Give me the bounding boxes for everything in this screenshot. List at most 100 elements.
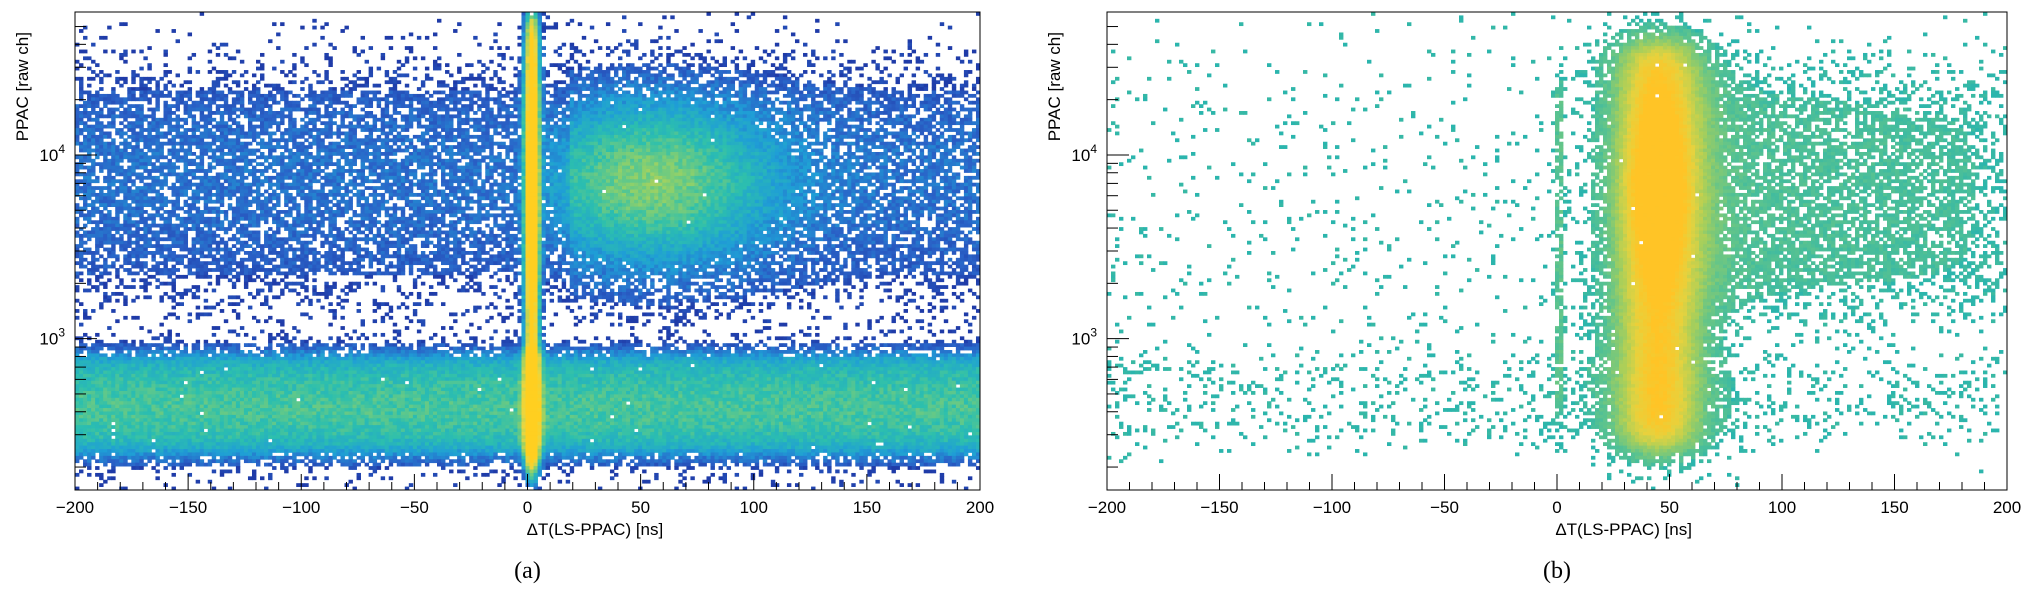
heatmap-cell (533, 18, 538, 23)
heatmap-cell (819, 90, 824, 95)
heatmap-cell (915, 59, 921, 64)
heatmap-cell (871, 87, 876, 91)
heatmap-cell (943, 100, 949, 105)
heatmap-cell (264, 158, 269, 163)
heatmap-cell (91, 59, 96, 64)
heatmap-cell (758, 121, 764, 126)
heatmap-cell (622, 100, 627, 105)
heatmap-cell (690, 134, 695, 139)
heatmap-cell (927, 117, 933, 122)
heatmap-cell (770, 49, 776, 54)
heatmap-cell (99, 93, 104, 98)
heatmap-cell (247, 111, 253, 115)
heatmap-cell (119, 56, 124, 61)
heatmap-cell (424, 131, 430, 136)
heatmap-cell (465, 138, 470, 143)
heatmap-cell (835, 134, 840, 139)
heatmap-cell (662, 134, 667, 139)
heatmap-cell (790, 162, 796, 167)
heatmap-cell (320, 155, 325, 160)
heatmap-cell (746, 131, 752, 136)
heatmap-cell (585, 93, 591, 98)
heatmap-cell (187, 97, 193, 102)
heatmap-cell (505, 90, 510, 95)
heatmap-cell (706, 117, 711, 122)
heatmap-cell (690, 128, 695, 132)
heatmap-cell (927, 35, 933, 40)
heatmap-cell (288, 138, 293, 143)
heatmap-cell (618, 158, 623, 163)
heatmap-cell (577, 100, 583, 105)
heatmap-cell (666, 35, 671, 40)
heatmap-cell (867, 87, 872, 91)
heatmap-cell (915, 134, 921, 139)
heatmap-cell (597, 121, 603, 126)
heatmap-cell (223, 100, 229, 105)
heatmap-cell (585, 111, 591, 115)
heatmap-cell (95, 145, 100, 149)
heatmap-cell (428, 128, 434, 132)
heatmap-cell (179, 90, 184, 95)
heatmap-cell (963, 90, 969, 95)
heatmap-cell (280, 117, 285, 122)
heatmap-cell (348, 93, 353, 98)
heatmap-cell (935, 107, 941, 112)
heatmap-cell (95, 121, 100, 126)
heatmap-cell (529, 121, 534, 126)
heatmap-cell (332, 148, 337, 153)
heatmap-cell (569, 124, 575, 129)
heatmap-cell (420, 151, 426, 156)
heatmap-cell (247, 117, 253, 122)
heatmap-cell (714, 138, 719, 143)
heatmap-cell (831, 73, 836, 78)
heatmap-cell (348, 128, 353, 132)
heatmap-cell (223, 131, 229, 136)
heatmap-cell (352, 117, 357, 122)
heatmap-cell (247, 151, 253, 156)
heatmap-cell (432, 32, 438, 37)
heatmap-cell (215, 52, 221, 57)
heatmap-cell (875, 97, 880, 102)
heatmap-cell (867, 90, 872, 95)
heatmap-cell (400, 128, 406, 132)
heatmap-cell (497, 114, 502, 119)
heatmap-cell (561, 128, 567, 132)
heatmap-cell (626, 97, 631, 102)
heatmap-cell (851, 134, 856, 139)
heatmap-cell (650, 158, 655, 163)
heatmap-cell (260, 121, 265, 126)
heatmap-cell (497, 46, 502, 50)
heatmap-cell (545, 117, 551, 122)
heatmap-cell (931, 104, 937, 108)
heatmap-cell (581, 104, 587, 108)
heatmap-cell (931, 100, 937, 105)
heatmap-cell (99, 148, 104, 153)
heatmap-cell (879, 80, 884, 85)
heatmap-cell (525, 93, 530, 98)
heatmap-cell (638, 128, 643, 132)
heatmap-cell (525, 66, 530, 71)
heatmap-cell (352, 83, 357, 88)
heatmap-cell (722, 162, 727, 167)
heatmap-cell (328, 87, 333, 91)
heatmap-cell (167, 114, 172, 119)
heatmap-cell (642, 83, 647, 88)
heatmap-cell (517, 151, 522, 156)
heatmap-cell (111, 121, 116, 126)
heatmap-cell (324, 151, 329, 156)
heatmap-cell (256, 100, 261, 105)
heatmap-cell (883, 90, 888, 95)
heatmap-cell (585, 124, 591, 129)
heatmap-cell (690, 131, 695, 136)
heatmap-cell (626, 141, 631, 146)
heatmap-cell (782, 148, 788, 153)
heatmap-cell (742, 145, 748, 149)
heatmap-cell (646, 83, 651, 88)
heatmap-cell (626, 111, 631, 115)
heatmap-cell (529, 158, 534, 163)
heatmap-cell (453, 83, 458, 88)
heatmap-cell (533, 22, 538, 27)
heatmap-cell (469, 107, 474, 112)
heatmap-cell (565, 141, 571, 146)
heatmap-cell (694, 87, 699, 91)
